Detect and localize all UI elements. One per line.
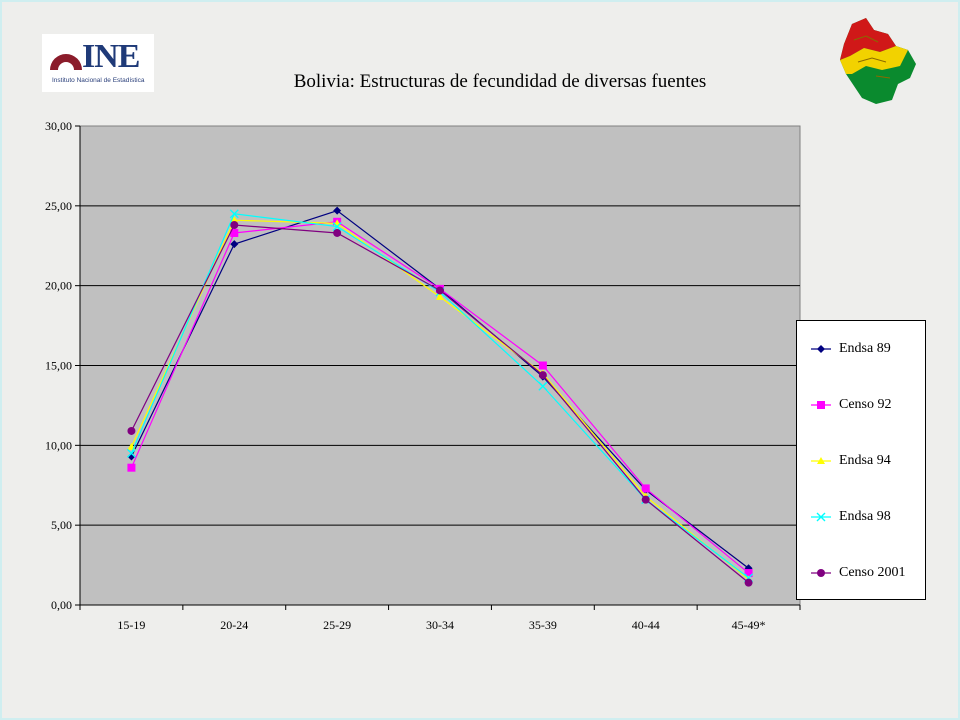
legend-item: Endsa 98 xyxy=(811,509,891,525)
data-point xyxy=(333,206,342,215)
x-tick-label: 40-44 xyxy=(632,618,660,632)
legend-marker xyxy=(817,345,825,353)
data-point xyxy=(641,495,650,504)
x-tick-label: 35-39 xyxy=(529,618,557,632)
data-point xyxy=(230,220,239,229)
data-point xyxy=(333,228,342,237)
data-point xyxy=(436,292,444,300)
data-point xyxy=(332,222,342,232)
data-point xyxy=(538,361,547,370)
chart-legend: Endsa 89 Censo 92 Endsa 94 Endsa 98 Censo 20… xyxy=(796,320,926,600)
chart-title: Bolivia: Estructuras de fecundidad de di… xyxy=(293,71,707,92)
x-tick-label: 20-24 xyxy=(220,618,248,632)
legend-marker xyxy=(817,457,825,464)
ine-logo: INE Instituto Nacional de Estadística xyxy=(42,34,154,92)
data-point xyxy=(538,371,547,380)
y-tick-label: 0,00 xyxy=(51,598,72,612)
x-tick-label: 45-49* xyxy=(732,618,766,632)
data-point xyxy=(436,286,444,295)
legend-swatch xyxy=(811,457,831,464)
data-point xyxy=(230,240,239,249)
y-tick-label: 10,00 xyxy=(45,438,72,452)
legend-label: Endsa 89 xyxy=(839,341,891,356)
x-tick-label: 30-34 xyxy=(426,618,454,632)
legend-item: Censo 92 xyxy=(811,397,892,413)
data-point xyxy=(229,209,239,219)
legend-item: Endsa 89 xyxy=(811,341,891,357)
ine-logo-text: INE xyxy=(82,38,140,75)
legend-label: Endsa 94 xyxy=(839,453,891,468)
ine-arc-icon xyxy=(50,54,82,70)
data-point xyxy=(641,484,650,493)
x-tick-label: 15-19 xyxy=(117,618,145,632)
data-point xyxy=(538,381,548,391)
legend-marker xyxy=(817,401,825,409)
legend-swatch xyxy=(811,569,831,577)
ine-logo-subtitle: Instituto Nacional de Estadística xyxy=(52,77,145,84)
legend-swatch xyxy=(811,401,831,409)
legend-item: Endsa 94 xyxy=(811,453,891,469)
y-tick-label: 30,00 xyxy=(45,119,72,133)
data-point xyxy=(126,448,136,458)
legend-label: Censo 2001 xyxy=(839,565,906,580)
legend-label: Censo 92 xyxy=(839,397,892,412)
data-point xyxy=(744,569,753,578)
data-point xyxy=(230,228,239,237)
legend-swatch xyxy=(811,512,831,522)
bolivia-map-icon xyxy=(840,18,916,104)
y-tick-label: 25,00 xyxy=(45,199,72,213)
y-tick-label: 20,00 xyxy=(45,279,72,293)
data-point xyxy=(230,216,239,224)
legend-label: Endsa 98 xyxy=(839,509,891,524)
y-tick-label: 5,00 xyxy=(51,518,72,532)
data-point xyxy=(744,578,753,587)
x-tick-label: 25-29 xyxy=(323,618,351,632)
legend-swatch xyxy=(811,345,831,353)
legend-marker xyxy=(817,569,825,577)
legend-marker xyxy=(816,512,826,522)
data-point xyxy=(127,463,136,472)
y-tick-label: 15,00 xyxy=(45,359,72,373)
data-point xyxy=(127,426,136,435)
legend-item: Censo 2001 xyxy=(811,565,906,581)
